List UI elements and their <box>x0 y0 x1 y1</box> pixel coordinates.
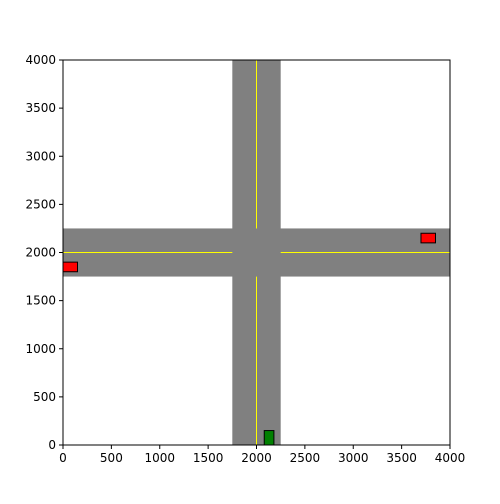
x-tick-label: 2500 <box>290 451 321 465</box>
red-car-east <box>420 232 436 244</box>
red-car-west <box>62 261 79 273</box>
x-axis: 0 500 1000 1500 2000 2500 3000 3500 4000 <box>59 445 465 465</box>
y-tick-label: 2000 <box>25 246 56 260</box>
x-tick-label: 1000 <box>144 451 175 465</box>
x-tick-label: 4000 <box>435 451 466 465</box>
x-tick-label: 2000 <box>241 451 272 465</box>
y-axis: 0 500 1000 1500 2000 2500 3000 3500 4000 <box>25 53 63 452</box>
plot-area <box>62 59 451 446</box>
y-tick-label: 4000 <box>25 53 56 67</box>
green-car-south <box>263 430 275 446</box>
y-tick-label: 1000 <box>25 342 56 356</box>
x-tick-label: 3000 <box>338 451 369 465</box>
x-tick-label: 1500 <box>193 451 224 465</box>
x-tick-label: 500 <box>100 451 123 465</box>
y-tick-label: 0 <box>48 438 56 452</box>
y-tick-label: 500 <box>33 390 56 404</box>
y-tick-label: 1500 <box>25 294 56 308</box>
x-tick-label: 3500 <box>386 451 417 465</box>
y-tick-label: 3000 <box>25 149 56 163</box>
y-tick-label: 2500 <box>25 197 56 211</box>
lane-lines <box>63 60 450 445</box>
x-tick-label: 0 <box>59 451 67 465</box>
y-tick-label: 3500 <box>25 101 56 115</box>
